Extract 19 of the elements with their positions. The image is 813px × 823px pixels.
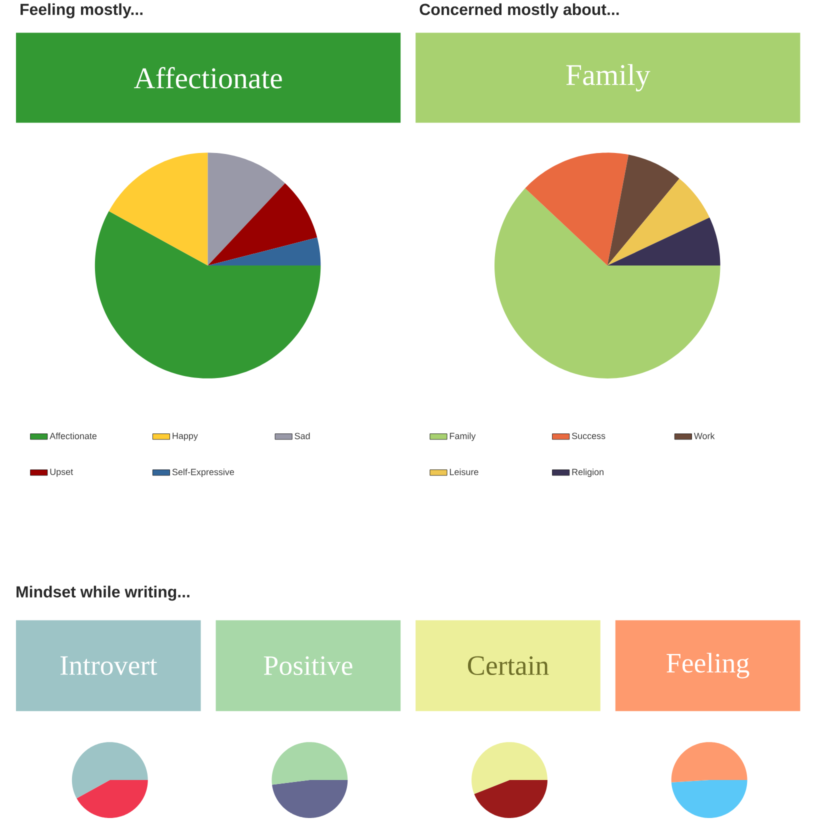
legend-label: Leisure — [450, 468, 478, 476]
legend-label: Happy — [172, 432, 198, 441]
chart-title: Mindset while writing... — [16, 586, 190, 601]
chart-subtitle: Affectionate — [134, 67, 282, 88]
chart-subtitle: Positive — [264, 656, 352, 676]
legend-label: Upset — [50, 468, 73, 477]
legend-label: Religion — [572, 468, 604, 477]
chart-subtitle: Feeling — [666, 652, 750, 678]
legend-label: Self-Expressive — [172, 468, 234, 477]
legend-label: Family — [450, 432, 476, 441]
chart-subtitle: Certain — [468, 656, 549, 676]
chart-subtitle: Introvert — [60, 656, 158, 675]
legend-label: Sad — [294, 432, 310, 440]
chart-title: Feeling mostly... — [20, 3, 142, 18]
legend-label: Work — [694, 432, 715, 440]
legend-label: Success — [572, 432, 606, 440]
legend-label: Affectionate — [50, 432, 96, 440]
chart-title: Concerned mostly about... — [420, 3, 619, 18]
chart-subtitle: Family — [566, 64, 650, 92]
